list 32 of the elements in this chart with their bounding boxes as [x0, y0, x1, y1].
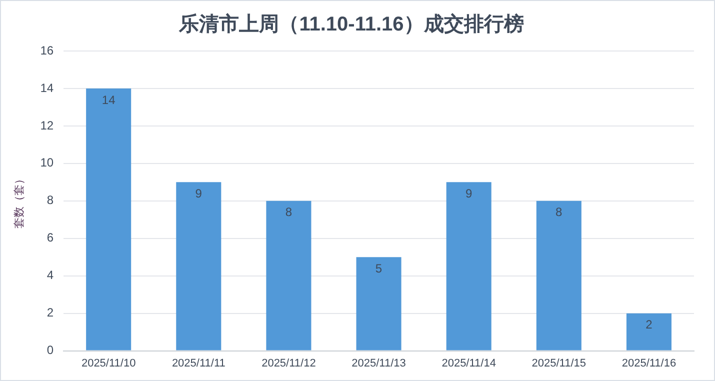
y-tick-label: 10 [40, 156, 54, 170]
data-label: 2 [646, 318, 653, 332]
x-tick-label: 2025/11/15 [532, 357, 586, 370]
bar [626, 313, 672, 350]
y-tick-label: 16 [40, 43, 54, 58]
x-tick-label: 2025/11/16 [622, 357, 676, 370]
data-label: 14 [102, 92, 116, 107]
y-tick-label: 4 [46, 268, 54, 282]
data-label: 9 [465, 186, 472, 200]
y-tick-label: 8 [46, 193, 54, 208]
bar [176, 182, 222, 350]
y-tick-label: 14 [40, 80, 54, 95]
bar [356, 257, 402, 350]
y-tick-label: 0 [46, 343, 54, 358]
data-label: 5 [375, 261, 382, 276]
x-tick-label: 2025/11/11 [172, 357, 226, 370]
bar [536, 200, 582, 350]
y-tick-label: 12 [40, 118, 54, 132]
y-tick-label: 2 [46, 306, 54, 320]
x-tick-label: 2025/11/13 [352, 357, 406, 370]
chart-title: 乐清市上周（11.10-11.16）成交排行榜 [178, 12, 524, 36]
data-label: 8 [285, 205, 292, 220]
bar [86, 88, 132, 350]
y-tick-label: 6 [46, 230, 54, 245]
data-label: 8 [556, 205, 563, 220]
x-tick-label: 2025/11/10 [81, 357, 136, 370]
bar [446, 182, 492, 350]
x-tick-label: 2025/11/12 [262, 357, 316, 370]
bar [266, 200, 312, 350]
data-label: 9 [195, 186, 202, 200]
x-tick-label: 2025/11/14 [442, 357, 496, 370]
y-axis-title: 套数（套） [14, 173, 26, 228]
